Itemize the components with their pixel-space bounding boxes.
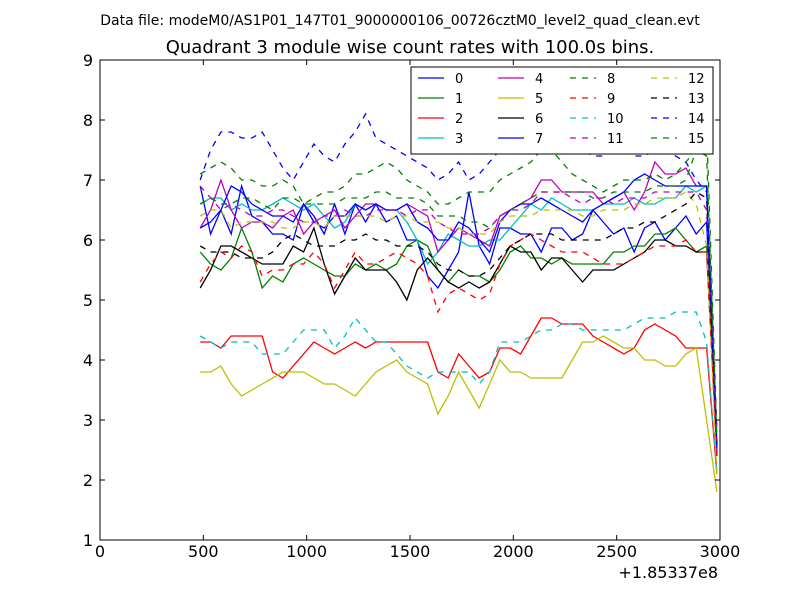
series-line-1 (199, 226, 718, 445)
series-line-11 (199, 185, 718, 433)
series-line-10 (199, 311, 718, 475)
legend-label-14: 14 (688, 112, 705, 127)
legend-label-9: 9 (607, 92, 615, 107)
legend-label-10: 10 (607, 112, 624, 127)
legend-label-8: 8 (607, 72, 615, 87)
series-line-6 (199, 226, 718, 445)
y-tick-label: 7 (83, 171, 93, 190)
series-lines (199, 112, 718, 493)
series-line-12 (199, 191, 718, 475)
x-tick-label: 1000 (286, 542, 327, 561)
legend-label-11: 11 (607, 132, 624, 147)
x-tick-label: 3000 (700, 542, 741, 561)
x-tick-label: 0 (95, 542, 105, 561)
x-tick-label: 2500 (596, 542, 637, 561)
series-line-15 (199, 149, 718, 439)
y-tick-label: 4 (83, 351, 93, 370)
series-line-4 (199, 160, 718, 457)
y-tick-label: 2 (83, 471, 93, 490)
legend-box (410, 66, 714, 155)
legend-label-1: 1 (455, 92, 463, 107)
y-tick-label: 6 (83, 231, 93, 250)
legend-label-7: 7 (535, 132, 543, 147)
legend-label-5: 5 (535, 92, 543, 107)
series-line-5 (200, 335, 718, 493)
legend-label-3: 3 (455, 132, 463, 147)
x-offset-label: +1.85337e8 (618, 563, 718, 582)
x-tick-label: 1500 (390, 542, 431, 561)
chart-title: Quadrant 3 module wise count rates with … (166, 37, 655, 58)
y-tick-label: 5 (83, 291, 93, 310)
y-tick-label: 3 (83, 411, 93, 430)
series-line-2 (200, 317, 718, 475)
y-tick-label: 8 (83, 111, 93, 130)
y-tick-label: 9 (83, 51, 93, 70)
series-line-7 (199, 173, 718, 457)
legend-label-12: 12 (688, 72, 705, 87)
legend-label-2: 2 (455, 112, 463, 127)
legend-label-13: 13 (688, 92, 705, 107)
legend-label-6: 6 (535, 112, 543, 127)
series-line-14 (199, 112, 718, 451)
series-line-0 (199, 183, 718, 451)
series-line-9 (199, 233, 718, 457)
y-tick-label: 1 (83, 531, 93, 550)
chart-suptitle: Data file: modeM0/AS1P01_147T01_90000001… (100, 13, 700, 29)
series-line-8 (199, 125, 718, 433)
series-line-3 (199, 184, 718, 457)
legend-label-0: 0 (455, 72, 463, 87)
x-tick-label: 2000 (493, 542, 534, 561)
legend-label-15: 15 (688, 132, 705, 147)
series-line-13 (199, 191, 718, 445)
legend-label-4: 4 (535, 72, 543, 87)
x-tick-label: 500 (188, 542, 219, 561)
